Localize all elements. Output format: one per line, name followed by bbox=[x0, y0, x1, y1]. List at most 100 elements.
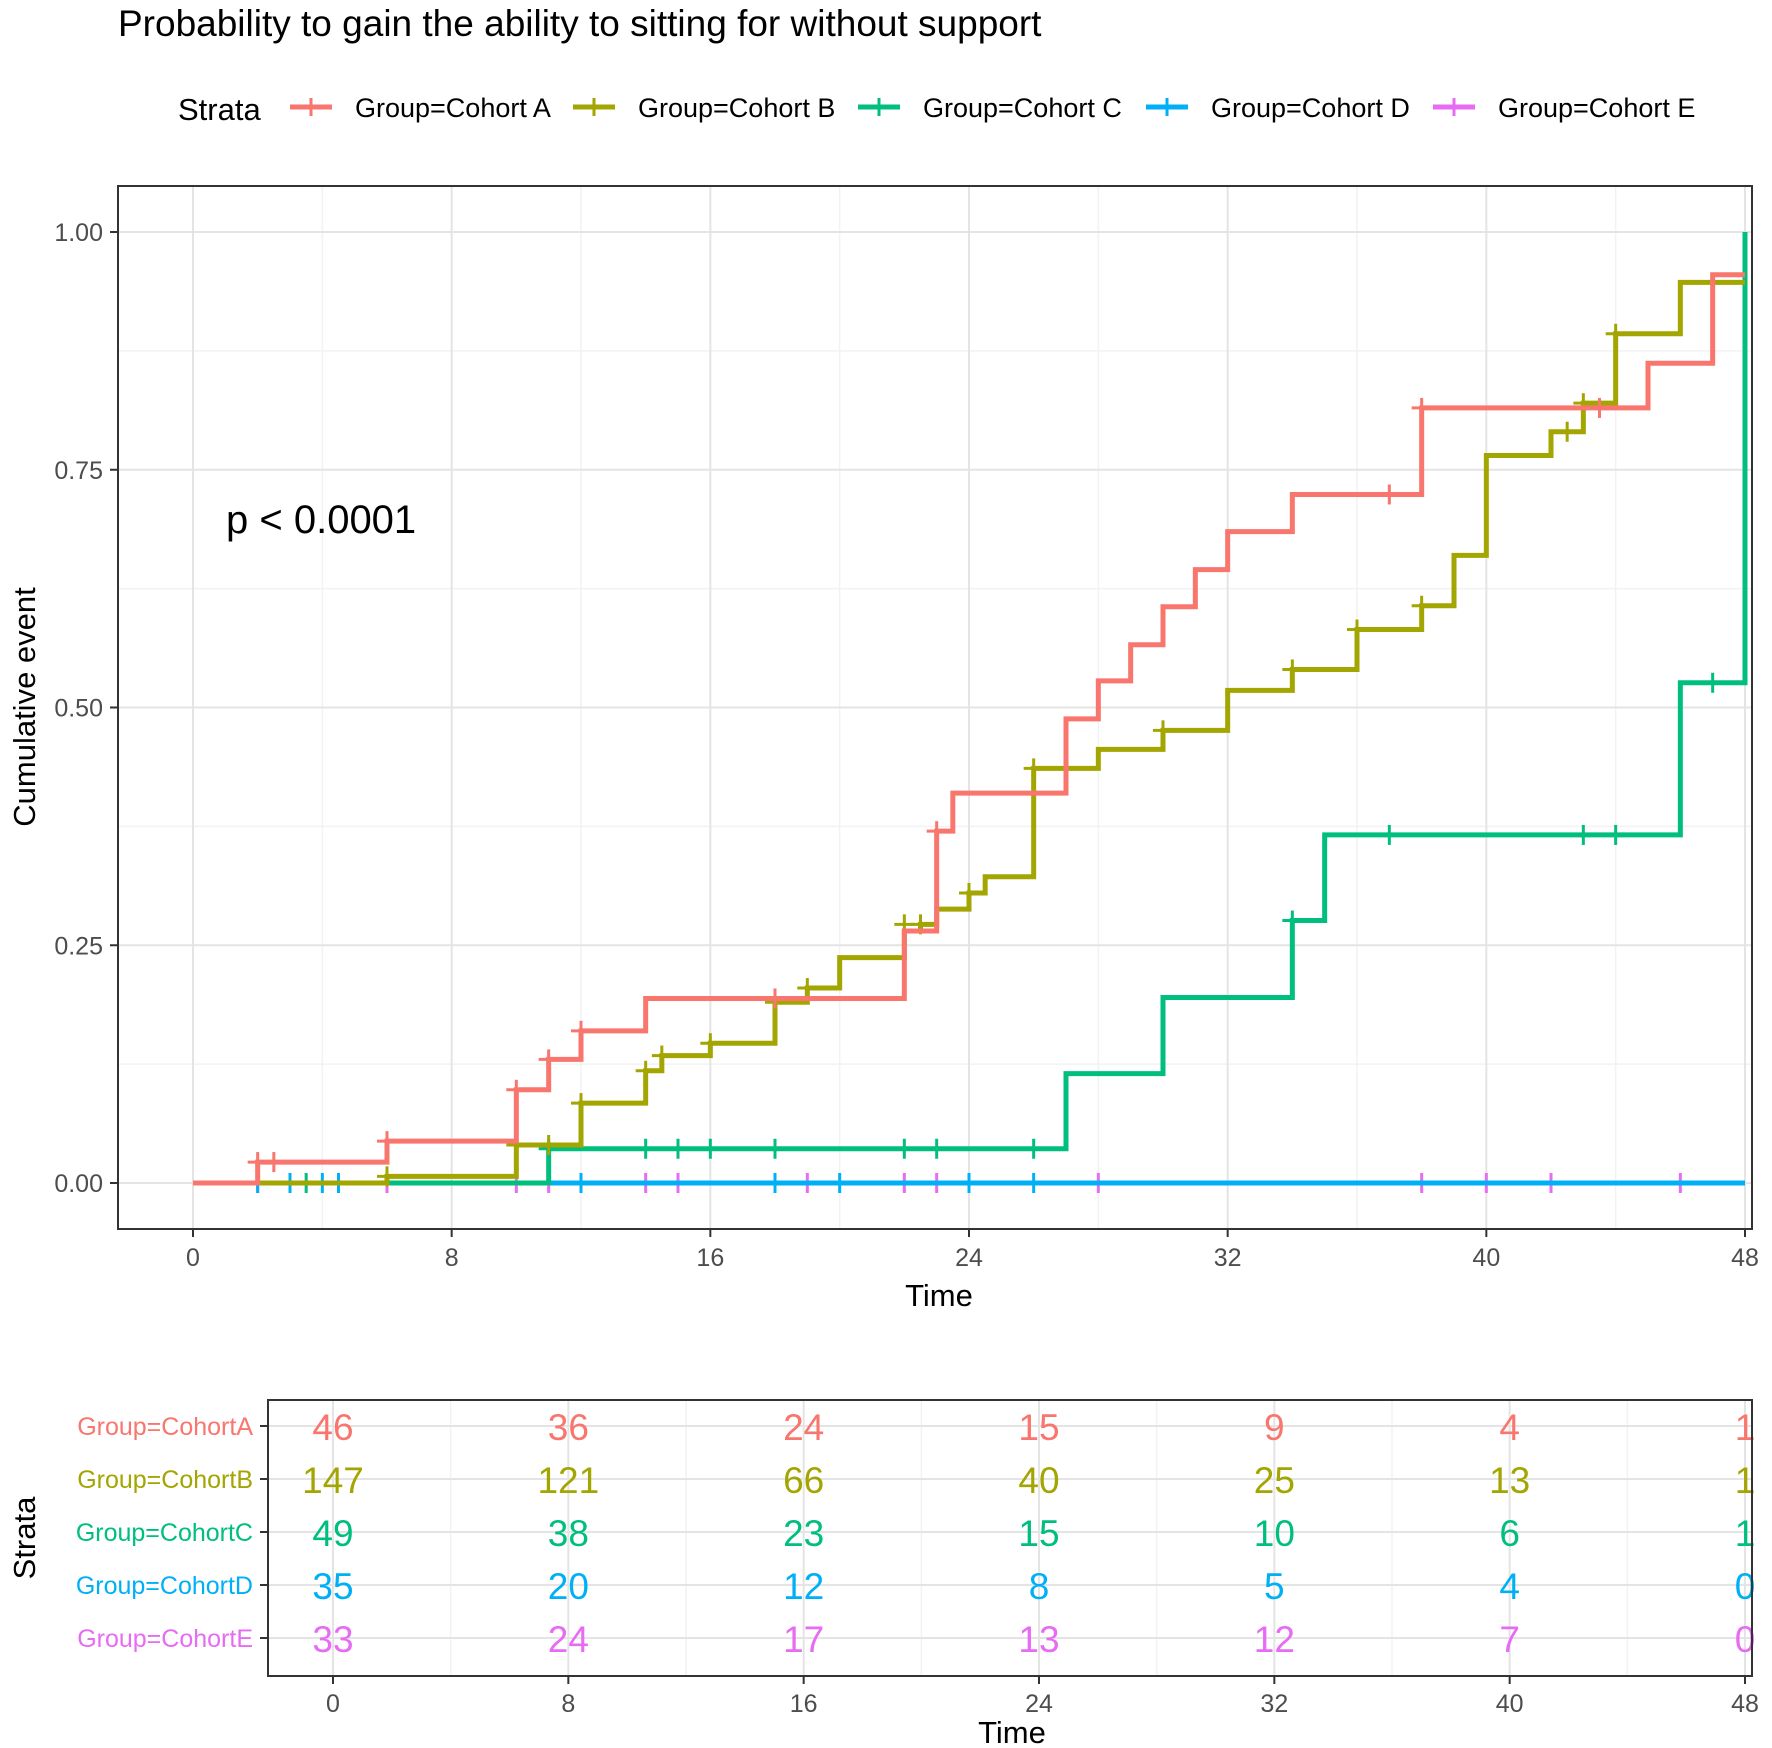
risk-table-panel bbox=[268, 1400, 1752, 1676]
x-tick-label: 8 bbox=[445, 1244, 459, 1272]
y-tick-label: 0.25 bbox=[54, 932, 103, 960]
censor-mark-cohort-a bbox=[926, 821, 947, 842]
y-axis-label: Cumulative event bbox=[7, 587, 42, 827]
censor-mark-cohort-a bbox=[377, 1131, 397, 1152]
censor-mark-cohort-a bbox=[765, 988, 785, 1009]
legend-label: Group=Cohort E bbox=[1498, 93, 1695, 123]
risk-count: 49 bbox=[312, 1513, 353, 1554]
table-row-label: Group=CohortA bbox=[77, 1413, 253, 1441]
risk-count: 38 bbox=[548, 1513, 589, 1554]
censor-mark-cohort-b bbox=[1411, 595, 1432, 616]
legend-title: Strata bbox=[178, 92, 261, 127]
legend-item-cohort-a: Group=Cohort A bbox=[290, 93, 551, 123]
censor-mark-cohort-b bbox=[1605, 323, 1626, 344]
y-tick-label: 0.00 bbox=[54, 1170, 103, 1198]
censor-mark-cohort-b bbox=[635, 1060, 656, 1081]
censor-mark-cohort-b bbox=[700, 1033, 721, 1054]
risk-count: 66 bbox=[783, 1460, 824, 1501]
risk-count: 46 bbox=[312, 1407, 353, 1448]
censor-mark-cohort-c bbox=[1282, 910, 1303, 931]
censor-mark-cohort-c bbox=[765, 1138, 785, 1159]
x-axis-label: Time bbox=[905, 1278, 973, 1313]
x-tick-label: 40 bbox=[1472, 1244, 1500, 1272]
legend: Strata Group=Cohort A Group=Cohort B Group… bbox=[178, 92, 1695, 127]
risk-count: 17 bbox=[783, 1619, 824, 1660]
risk-count: 13 bbox=[1018, 1619, 1059, 1660]
risk-count: 8 bbox=[1029, 1566, 1050, 1607]
risk-count: 10 bbox=[1254, 1513, 1295, 1554]
censor-mark-cohort-a bbox=[1589, 397, 1610, 418]
series-line-cohort-c bbox=[193, 232, 1748, 1186]
censor-mark-cohort-c bbox=[1573, 824, 1594, 845]
x-tick-label: 0 bbox=[186, 1244, 200, 1272]
censor-mark-cohort-c bbox=[1605, 824, 1626, 845]
series-line-cohort-b bbox=[193, 279, 1745, 1186]
x-tick-label: 32 bbox=[1214, 1244, 1242, 1272]
table-x-tick-label: 24 bbox=[1025, 1690, 1053, 1718]
table-x-tick-label: 32 bbox=[1260, 1690, 1288, 1718]
table-x-tick-label: 48 bbox=[1731, 1690, 1759, 1718]
censor-mark-cohort-d bbox=[571, 1173, 591, 1193]
table-x-axis-label: Time bbox=[978, 1715, 1046, 1748]
risk-count: 5 bbox=[1264, 1566, 1285, 1607]
table-row-label: Group=CohortE bbox=[77, 1625, 253, 1653]
censor-mark-cohort-c bbox=[635, 1138, 656, 1159]
risk-count: 15 bbox=[1018, 1513, 1059, 1554]
censor-mark-cohort-d bbox=[1023, 1173, 1044, 1193]
censor-mark-cohort-b bbox=[571, 1093, 591, 1114]
censor-mark-cohort-d bbox=[959, 1173, 979, 1193]
censor-mark-cohort-c bbox=[1379, 824, 1400, 845]
risk-count: 7 bbox=[1499, 1619, 1520, 1660]
censor-mark-cohort-b bbox=[797, 978, 818, 999]
x-tick-label: 48 bbox=[1731, 1244, 1759, 1272]
risk-count: 35 bbox=[312, 1566, 353, 1607]
y-tick-label: 0.50 bbox=[54, 695, 103, 723]
table-x-tick-label: 8 bbox=[561, 1690, 575, 1718]
censor-mark-cohort-a bbox=[538, 1049, 559, 1070]
censor-mark-cohort-b bbox=[377, 1166, 397, 1187]
censor-mark-cohort-a bbox=[506, 1079, 527, 1100]
censor-mark-cohort-a bbox=[1411, 397, 1432, 418]
risk-count: 9 bbox=[1264, 1407, 1285, 1448]
risk-count: 25 bbox=[1254, 1460, 1295, 1501]
risk-count: 4 bbox=[1499, 1407, 1520, 1448]
chart-title: Probability to gain the ability to sitti… bbox=[118, 3, 1042, 44]
censor-mark-cohort-c bbox=[1023, 1138, 1044, 1159]
table-x-tick-label: 16 bbox=[790, 1690, 818, 1718]
table-row-label: Group=CohortD bbox=[76, 1572, 253, 1600]
censor-mark-cohort-b bbox=[1282, 659, 1303, 680]
censor-mark-cohort-b bbox=[651, 1045, 672, 1066]
censor-mark-cohort-c bbox=[926, 1138, 947, 1159]
legend-item-cohort-b: Group=Cohort B bbox=[573, 93, 835, 123]
legend-label: Group=Cohort B bbox=[638, 93, 835, 123]
legend-item-cohort-c: Group=Cohort C bbox=[858, 93, 1122, 123]
censor-mark-cohort-b bbox=[1023, 758, 1044, 779]
risk-table-border bbox=[267, 1399, 1753, 1677]
risk-count: 0 bbox=[1735, 1566, 1756, 1607]
risk-count: 12 bbox=[783, 1566, 824, 1607]
censor-mark-cohort-a bbox=[1379, 484, 1400, 505]
censor-mark-cohort-b bbox=[1347, 619, 1367, 640]
risk-count: 121 bbox=[537, 1460, 599, 1501]
legend-item-cohort-d: Group=Cohort D bbox=[1146, 93, 1410, 123]
legend-item-cohort-e: Group=Cohort E bbox=[1433, 93, 1695, 123]
censor-mark-cohort-d bbox=[765, 1173, 785, 1193]
risk-count: 1 bbox=[1735, 1460, 1756, 1501]
series-line-cohort-a bbox=[193, 272, 1745, 1186]
table-x-tick-label: 0 bbox=[326, 1690, 340, 1718]
risk-count: 24 bbox=[783, 1407, 824, 1448]
censor-mark-cohort-c bbox=[668, 1138, 688, 1159]
censor-mark-cohort-c bbox=[700, 1138, 721, 1159]
x-tick-label: 24 bbox=[955, 1244, 983, 1272]
table-row-label: Group=CohortB bbox=[77, 1466, 253, 1494]
risk-count: 147 bbox=[302, 1460, 364, 1501]
censor-mark-cohort-a bbox=[571, 1020, 591, 1041]
main-plot: 0 8 16 24 32 40 48 0.00 0.25 0.50 0.75 1.00 p < 0.0… bbox=[7, 185, 1759, 1313]
x-tick-label: 16 bbox=[696, 1244, 724, 1272]
censor-mark-cohort-c bbox=[1702, 672, 1723, 693]
risk-count: 13 bbox=[1489, 1460, 1530, 1501]
legend-label: Group=Cohort C bbox=[923, 93, 1122, 123]
censor-mark-cohort-b bbox=[538, 1134, 559, 1155]
table-row-label: Group=CohortC bbox=[76, 1519, 253, 1547]
